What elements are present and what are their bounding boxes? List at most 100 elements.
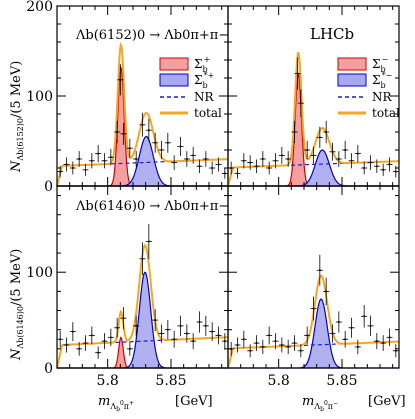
x-tick-label: 5.8 xyxy=(268,373,290,389)
xlabel-left-tail: π xyxy=(124,402,129,411)
data-point xyxy=(147,129,150,132)
data-point xyxy=(147,240,150,243)
lhcb-label: LHCb xyxy=(310,25,354,43)
top-ylabel-sub: Λb(6152)0 xyxy=(16,118,25,162)
data-point xyxy=(97,351,100,354)
x-tick-label: 5.85 xyxy=(155,373,186,389)
legend-sigma-star-minus-base: Σ xyxy=(372,73,380,87)
top-title: Λb(6152)0 → Λb0π+π− xyxy=(75,28,229,43)
data-point xyxy=(217,163,220,166)
legend-sigma-star-minus: Σb*− xyxy=(372,71,392,90)
data-point xyxy=(337,158,340,160)
xlabel-left-tail-sup: + xyxy=(129,400,134,407)
data-point xyxy=(223,340,226,343)
xlabel-right-tail-sup: − xyxy=(333,400,338,407)
legend-sigma-star-minus-swatch xyxy=(337,73,367,87)
legend-total: total xyxy=(194,106,222,120)
data-point xyxy=(135,158,138,160)
data-point xyxy=(71,167,74,169)
y-tick-label: 200 xyxy=(26,0,53,15)
data-point xyxy=(369,324,372,327)
data-point xyxy=(160,332,163,335)
data-point xyxy=(84,168,87,171)
data-point xyxy=(287,345,290,348)
xlabel-right-m: m xyxy=(302,394,314,409)
data-point xyxy=(280,344,283,347)
xlabel-left-unit: [GeV] xyxy=(175,394,213,409)
y-tick-label: 100 xyxy=(26,265,53,281)
data-point xyxy=(356,152,359,155)
data-point xyxy=(388,163,391,166)
data-point xyxy=(122,132,125,135)
experiment-label: LHCb xyxy=(310,25,354,43)
legend-sigma-star-minus-sub: b xyxy=(380,81,385,90)
data-point xyxy=(394,170,397,173)
x-tick-label: 5.8 xyxy=(97,373,119,389)
data-point xyxy=(97,152,100,155)
svg-text:NΛb(6146)0/(5 MeV): NΛb(6146)0/(5 MeV) xyxy=(9,249,25,361)
data-point xyxy=(306,149,309,151)
data-point xyxy=(356,345,359,348)
legend-sigma-star-plus-sup: *+ xyxy=(204,71,215,80)
xlabel-right-unit: [GeV] xyxy=(368,394,406,409)
bottom-title: Λb(6146)0 → Λb0π+π− xyxy=(75,199,229,214)
data-point xyxy=(318,269,321,272)
data-point xyxy=(65,344,68,347)
data-point xyxy=(109,156,112,159)
xlabel-left-m: m xyxy=(98,394,110,409)
data-point xyxy=(325,290,328,293)
data-point xyxy=(344,338,347,341)
panel-frame xyxy=(227,185,400,369)
data-point xyxy=(337,321,340,324)
xlabel-right-tail: π xyxy=(328,402,333,411)
data-point xyxy=(242,159,245,162)
data-point xyxy=(90,334,93,337)
data-point xyxy=(78,347,81,350)
legend-nr: NR xyxy=(194,90,215,104)
data-point xyxy=(394,349,397,352)
data-point xyxy=(350,326,353,329)
data-point xyxy=(350,159,353,162)
data-point xyxy=(128,347,131,350)
data-point xyxy=(179,324,182,327)
legend-sigma-plus: Σb+ xyxy=(194,55,210,74)
data-point xyxy=(236,344,239,347)
data-point xyxy=(84,342,87,345)
data-point xyxy=(217,334,220,337)
data-point xyxy=(122,317,125,320)
data-point xyxy=(65,163,68,166)
data-point xyxy=(154,319,157,322)
data-point xyxy=(280,154,283,157)
data-point xyxy=(249,161,252,164)
data-point xyxy=(103,340,106,343)
data-point xyxy=(109,336,112,339)
legend-sigma-minus-base: Σ xyxy=(372,57,380,71)
data-point xyxy=(59,170,62,173)
data-point xyxy=(185,332,188,335)
data-point xyxy=(382,168,385,171)
data-point xyxy=(160,149,163,151)
data-point xyxy=(375,165,378,168)
data-point xyxy=(204,324,207,327)
xlabel-right: mΛb0π− xyxy=(302,394,338,413)
y-tick-label: 0 xyxy=(44,179,53,195)
data-point xyxy=(198,165,201,168)
data-point xyxy=(344,149,347,151)
data-point xyxy=(274,159,277,162)
data-point xyxy=(166,328,169,331)
data-point xyxy=(331,150,334,153)
data-point xyxy=(242,338,245,341)
legend-sigma-plus-sub: b xyxy=(202,65,207,74)
legend-nr-right: NR xyxy=(372,90,393,104)
data-point xyxy=(268,167,271,169)
data-point xyxy=(287,158,290,160)
data-point xyxy=(166,141,169,144)
data-point xyxy=(268,334,271,337)
data-point xyxy=(173,161,176,164)
data-point xyxy=(154,141,157,144)
legend-sigma-star-plus: Σb*+ xyxy=(194,71,214,90)
bottom-ylabel-tail: /(5 MeV) xyxy=(9,249,24,306)
data-point xyxy=(173,338,176,341)
legend-sigma-minus-swatch xyxy=(337,57,367,71)
